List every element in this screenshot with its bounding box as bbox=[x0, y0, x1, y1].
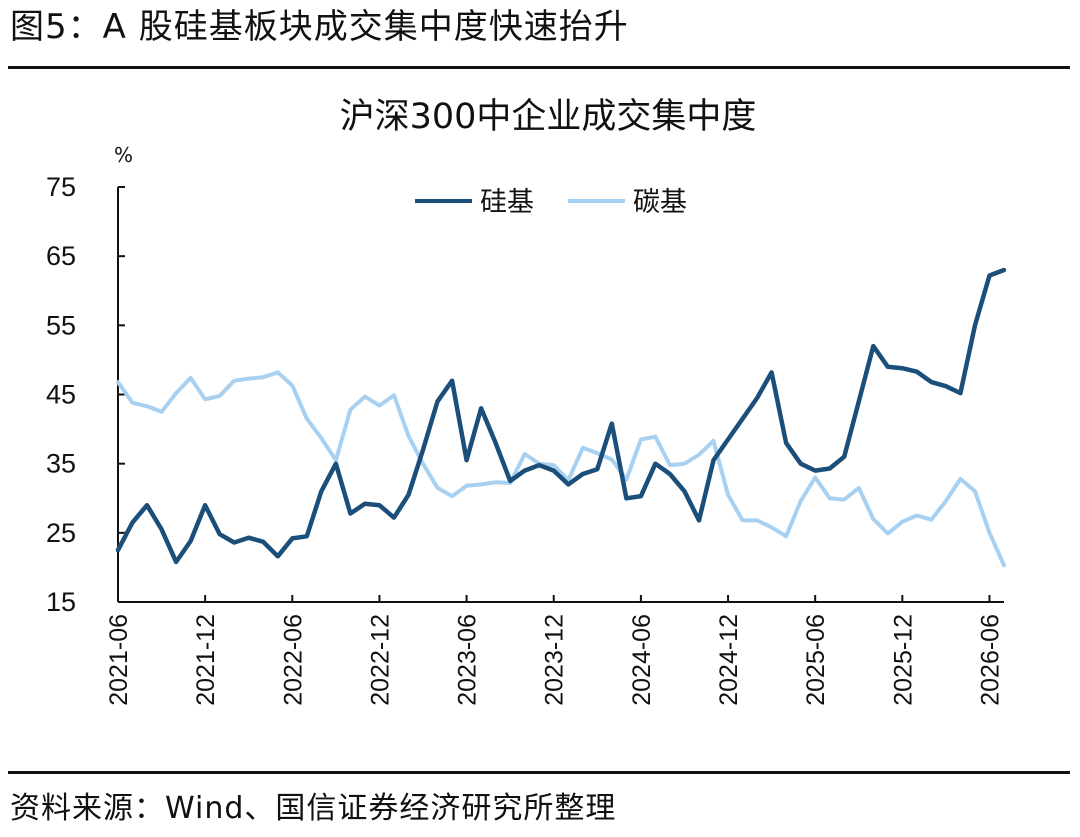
x-tick-label: 2025-12 bbox=[889, 614, 917, 706]
x-tick-label: 2023-06 bbox=[454, 614, 482, 706]
bottom-rule bbox=[8, 771, 1070, 774]
x-tick-label: 2024-06 bbox=[628, 614, 656, 706]
x-tick-label: 2021-06 bbox=[105, 614, 133, 706]
legend-label-carbon: 碳基 bbox=[633, 187, 687, 218]
figure-title: 图5：A 股硅基板块成交集中度快速抬升 bbox=[10, 7, 629, 47]
x-tick-label: 2022-06 bbox=[279, 614, 307, 706]
top-rule bbox=[8, 66, 1070, 69]
x-tick-label: 2021-12 bbox=[192, 614, 220, 706]
source-note: 资料来源：Wind、国信证券经济研究所整理 bbox=[10, 791, 617, 826]
y-tick-label: 35 bbox=[46, 449, 76, 479]
legend-label-silicon: 硅基 bbox=[480, 187, 534, 218]
x-tick-label: 2023-12 bbox=[541, 614, 569, 706]
y-tick-label: 65 bbox=[46, 241, 76, 271]
y-tick-label: 15 bbox=[46, 587, 76, 617]
x-tick-label: 2026-06 bbox=[976, 614, 1004, 706]
y-tick-label: 25 bbox=[46, 518, 76, 548]
axes: 15 25 35 45 55 65 75 2021-06 2021-12 2022-06 2022-… bbox=[46, 172, 1005, 706]
x-tick-label: 2022-12 bbox=[366, 614, 394, 706]
series-group bbox=[115, 267, 1007, 568]
y-tick-label: 55 bbox=[46, 310, 76, 340]
y-axis-unit: % bbox=[114, 143, 133, 167]
y-tick-label: 75 bbox=[46, 172, 76, 202]
y-tick-label: 45 bbox=[46, 380, 76, 410]
series-line-silicon bbox=[115, 267, 1007, 565]
x-tick-label: 2024-12 bbox=[715, 614, 743, 706]
line-chart: 沪深300中企业成交集中度 % 硅基 碳基 15 25 35 45 55 65 75 2021… bbox=[46, 97, 1007, 706]
legend: 硅基 碳基 bbox=[415, 187, 687, 218]
series-line-carbon bbox=[116, 370, 1006, 568]
chart-title: 沪深300中企业成交集中度 bbox=[340, 97, 757, 137]
x-tick-label: 2025-06 bbox=[802, 614, 830, 706]
